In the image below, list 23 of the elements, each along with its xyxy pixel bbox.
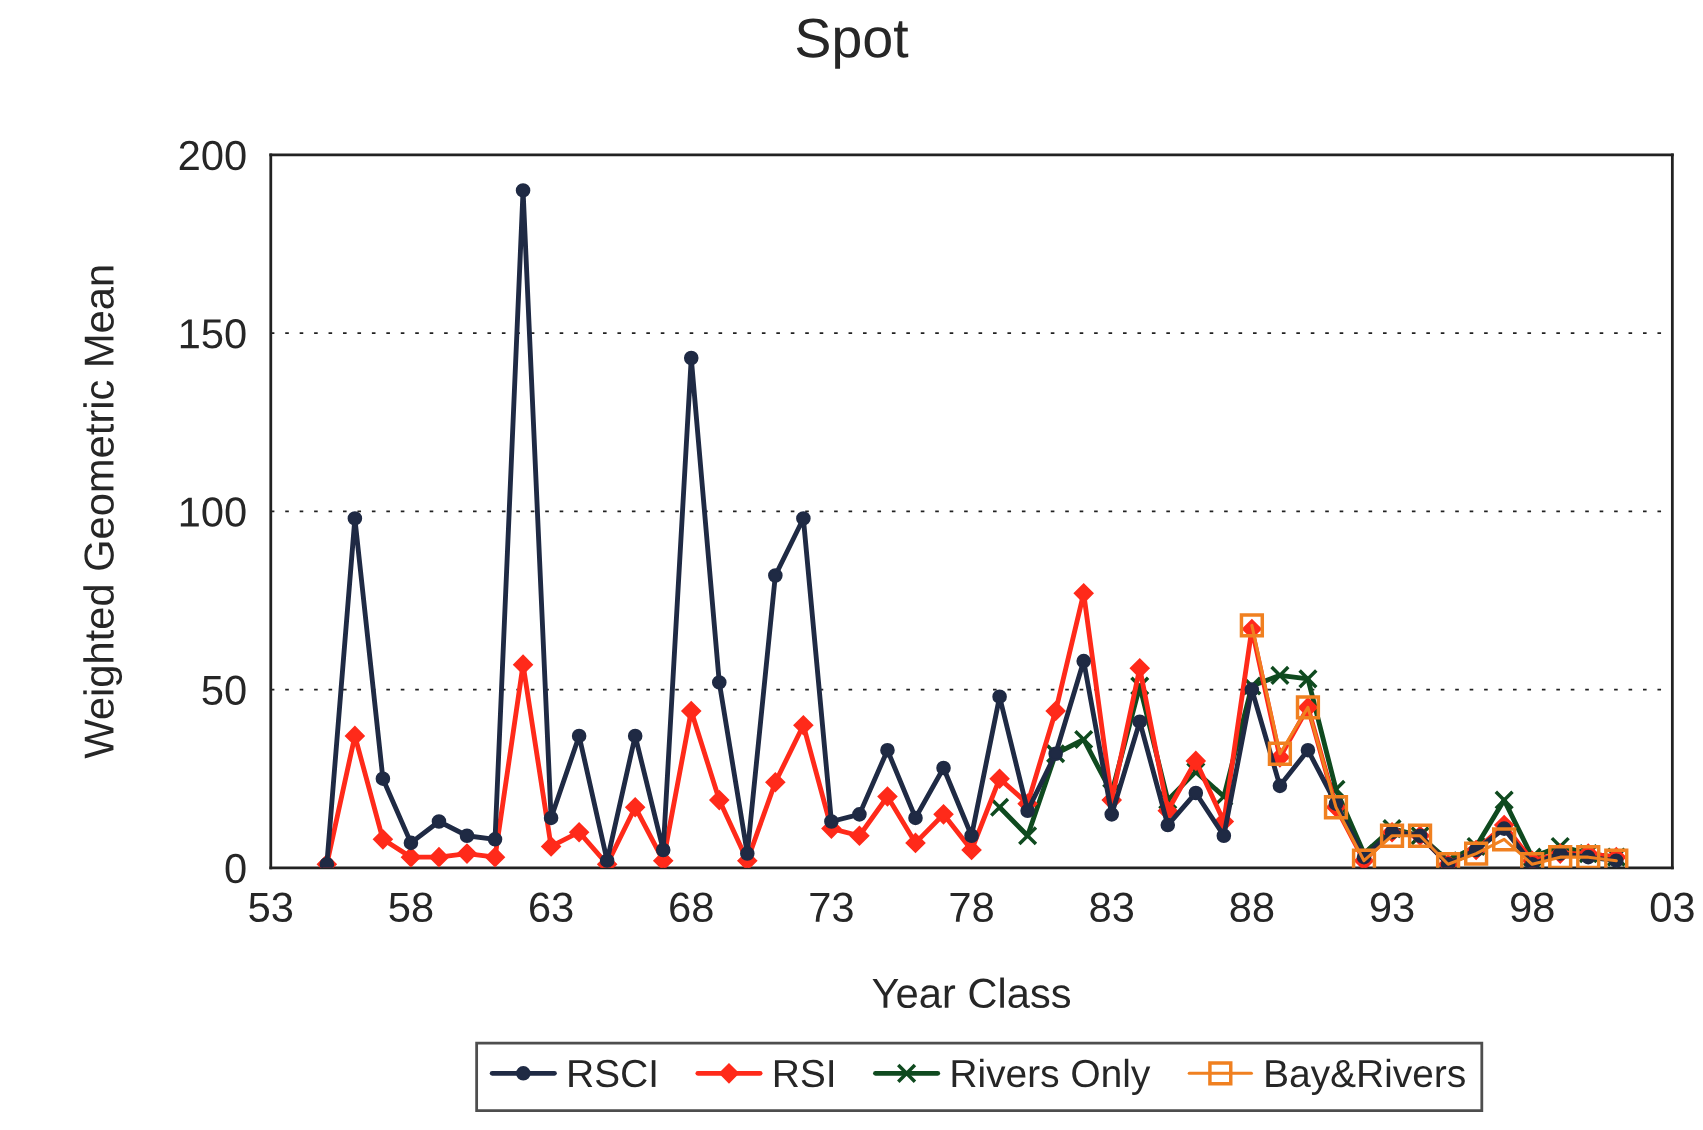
x-tick-label: 83 — [1090, 892, 1134, 923]
y-tick-label: 100 — [180, 497, 246, 527]
legend-label: RSI — [774, 1059, 834, 1088]
y-axis-title: Weighted Geometric Mean — [83, 266, 123, 759]
x-axis-title: Year Class — [872, 977, 1071, 1009]
x-tick-label: 73 — [810, 892, 853, 923]
x-tick-label: 88 — [1230, 892, 1274, 923]
x-tick-label: 63 — [530, 892, 573, 923]
chart-title: Spot — [796, 18, 909, 69]
y-tick-label: 50 — [202, 675, 246, 706]
x-tick-label: 93 — [1370, 892, 1414, 923]
x-tick-label: 03 — [1650, 892, 1694, 923]
legend-label: RSCI — [569, 1059, 656, 1088]
y-tick-label: 200 — [179, 140, 246, 171]
legend-label: Bay&Rivers — [1266, 1058, 1465, 1095]
x-tick-label: 78 — [950, 892, 993, 923]
x-tick-label: 68 — [670, 892, 713, 923]
y-tick-label: 150 — [180, 319, 246, 349]
x-tick-label: 98 — [1510, 892, 1554, 923]
x-tick-label: 58 — [389, 892, 433, 923]
x-tick-label: 53 — [249, 892, 293, 923]
legend-label: Rivers Only — [952, 1058, 1151, 1095]
y-tick-label: 0 — [225, 853, 246, 884]
